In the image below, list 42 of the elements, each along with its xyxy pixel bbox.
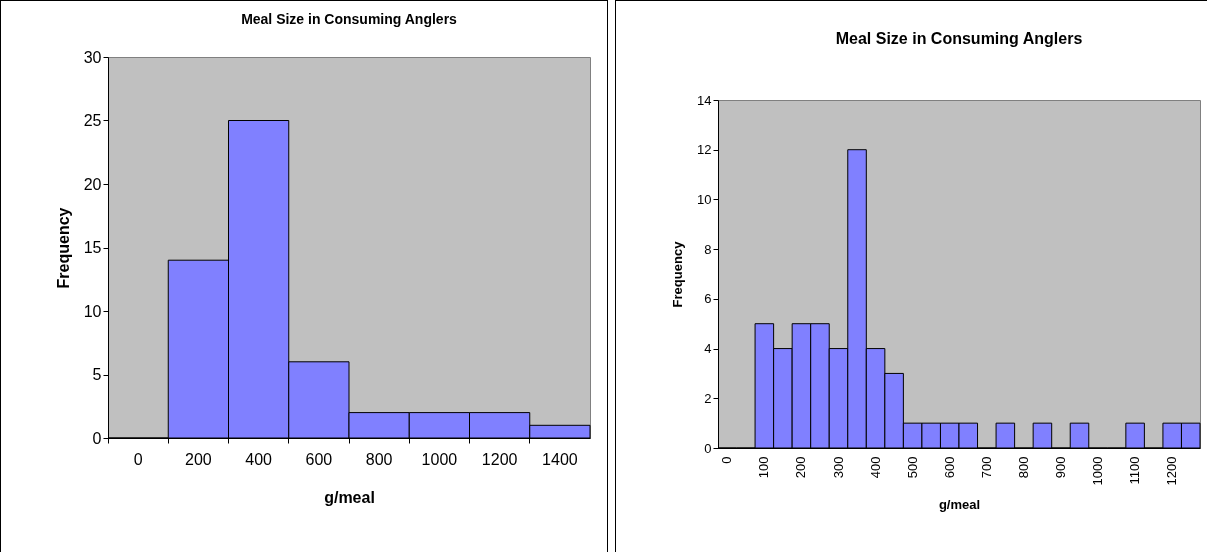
y-tick-label: 15 xyxy=(83,239,102,256)
x-tick-label: 300 xyxy=(830,456,846,479)
y-tick-label: 0 xyxy=(92,429,102,447)
y-tick-label: 5 xyxy=(92,366,102,383)
x-tick-label: 800 xyxy=(365,450,393,468)
x-tick-label: 900 xyxy=(1052,456,1068,479)
x-tick-label: 200 xyxy=(793,456,809,479)
y-tick-label: 14 xyxy=(697,92,712,108)
x-tick-label: 1000 xyxy=(1090,456,1106,486)
y-tick-label: 10 xyxy=(83,302,102,320)
x-tick-label: 1200 xyxy=(1164,456,1180,486)
chart-title: Meal Size in Consuming Anglers xyxy=(835,30,1083,47)
x-tick-label: 700 xyxy=(978,456,994,479)
x-tick-label: 1100 xyxy=(1127,456,1143,485)
x-tick-label: 400 xyxy=(867,456,883,479)
y-tick-label: 6 xyxy=(704,291,712,307)
x-tick-label: 600 xyxy=(941,456,957,479)
y-tick-label: 12 xyxy=(697,142,712,158)
y-tick-label: 30 xyxy=(83,48,102,66)
chart-title: Meal Size in Consuming Anglers xyxy=(241,11,458,27)
x-tick-label: 0 xyxy=(133,450,143,468)
x-tick-label: 0 xyxy=(719,456,735,464)
y-tick-label: 2 xyxy=(704,390,712,406)
y-axis-title: Frequency xyxy=(670,240,686,308)
x-tick-label: 100 xyxy=(756,456,772,479)
x-tick-label: 1400 xyxy=(542,450,578,468)
y-tick-label: 4 xyxy=(704,341,712,357)
x-tick-label: 600 xyxy=(305,450,333,468)
y-tick-label: 8 xyxy=(704,241,712,257)
x-axis-title: g/meal xyxy=(938,497,981,513)
x-tick-label: 400 xyxy=(245,450,273,468)
y-tick-label: 0 xyxy=(704,440,712,456)
y-tick-label: 25 xyxy=(83,112,102,129)
x-tick-label: 1200 xyxy=(481,450,518,468)
x-tick-label: 500 xyxy=(904,456,920,479)
y-axis-title: Frequency xyxy=(54,207,72,289)
y-tick-label: 10 xyxy=(697,191,712,207)
x-tick-label: 200 xyxy=(185,450,212,468)
x-tick-label: 800 xyxy=(1015,456,1031,479)
x-axis-title: g/meal xyxy=(324,488,375,506)
y-tick-label: 20 xyxy=(83,175,102,193)
x-tick-label: 1000 xyxy=(421,450,458,468)
